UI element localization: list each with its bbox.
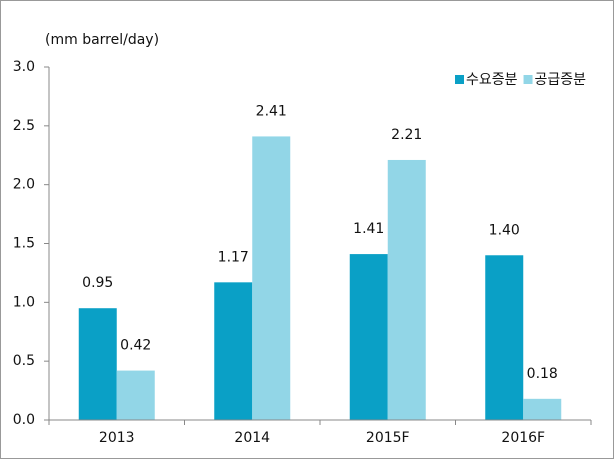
y-tick-label: 2.5 bbox=[13, 118, 35, 134]
legend-swatch bbox=[455, 75, 464, 84]
y-tick-label: 0.5 bbox=[13, 353, 35, 369]
bar bbox=[387, 159, 426, 420]
bar bbox=[252, 136, 291, 420]
x-tick-label: 2014 bbox=[234, 430, 270, 446]
bar bbox=[78, 308, 117, 420]
data-label: 0.95 bbox=[82, 275, 113, 291]
x-tick-label: 2013 bbox=[99, 430, 135, 446]
bar bbox=[214, 282, 253, 420]
data-label: 0.18 bbox=[527, 366, 558, 382]
y-axis-label: (mm barrel/day) bbox=[45, 32, 159, 48]
y-tick-label: 3.0 bbox=[13, 59, 35, 75]
legend-label: 수요증분 bbox=[466, 72, 518, 88]
data-label: 2.21 bbox=[391, 127, 422, 143]
legend-swatch bbox=[523, 75, 533, 84]
bar bbox=[349, 254, 388, 420]
bar bbox=[523, 398, 562, 420]
y-tick-label: 1.5 bbox=[13, 236, 35, 252]
y-tick-label: 1.0 bbox=[13, 294, 35, 310]
legend-label: 공급증분 bbox=[535, 72, 587, 88]
bar bbox=[485, 255, 524, 420]
data-label: 0.42 bbox=[120, 338, 151, 354]
y-tick-label: 2.0 bbox=[13, 177, 35, 193]
y-tick-label: 0.0 bbox=[13, 412, 35, 428]
data-label: 1.40 bbox=[489, 222, 520, 238]
x-tick-label: 2015F bbox=[366, 430, 410, 446]
data-label: 2.41 bbox=[256, 103, 287, 119]
x-tick-label: 2016F bbox=[501, 430, 545, 446]
data-label: 1.17 bbox=[218, 249, 249, 265]
data-label: 1.41 bbox=[353, 221, 384, 237]
bar bbox=[116, 370, 155, 420]
